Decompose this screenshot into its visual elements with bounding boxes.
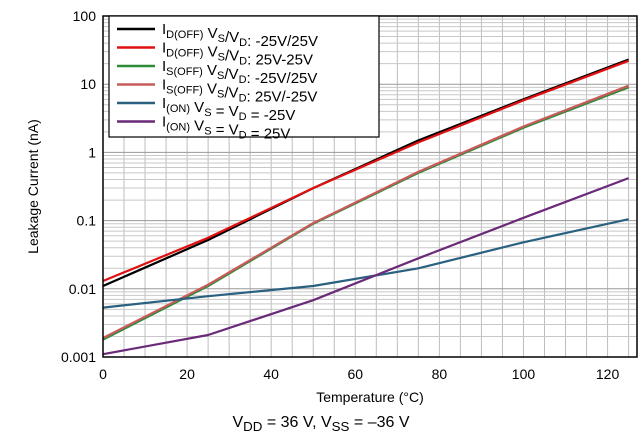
caption-mid: = 36 V, V — [262, 414, 332, 431]
y-tick-label: 0.1 — [77, 213, 97, 229]
series-line-2 — [102, 59, 629, 283]
x-tick-label: 80 — [432, 366, 448, 382]
legend-entry: ID(OFF) VS/VD: -25V/25V — [162, 21, 318, 50]
y-axis-label: Leakage Current (nA) — [25, 119, 41, 254]
y-tick-labels: 0.001 0.01 0.1 1 10 100 — [61, 8, 96, 365]
series-line-6 — [102, 177, 629, 356]
caption-vss-sub: SS — [331, 419, 350, 435]
x-tick-label: 20 — [179, 366, 195, 382]
x-tick-label: 120 — [596, 366, 620, 382]
legend-entry: IS(OFF) VS/VD: 25V/-25V — [162, 77, 317, 106]
y-tick-label: 1 — [88, 144, 96, 160]
x-tick-labels: 0 20 40 60 80 100 120 — [99, 366, 619, 382]
x-tick-label: 40 — [263, 366, 279, 382]
y-tick-label: 100 — [73, 8, 97, 24]
caption-tail: = –36 V — [349, 414, 410, 431]
series-lines — [102, 58, 629, 356]
legend-entry: I(ON) VS = VD = 25V — [162, 114, 290, 143]
y-tick-label: 10 — [80, 76, 96, 92]
x-tick-label: 0 — [99, 366, 107, 382]
y-tick-label: 0.001 — [61, 349, 96, 365]
caption-vdd: V — [232, 414, 244, 431]
legend-entry: ID(OFF) VS/VD: 25V-25V — [162, 40, 313, 69]
caption-vdd-sub: DD — [243, 419, 263, 435]
legend-entry: I(ON) VS = VD = -25V — [162, 95, 295, 124]
series-line-5 — [102, 218, 629, 309]
x-axis-label: Temperature (°C) — [316, 389, 424, 405]
leakage-chart: 0 20 40 60 80 100 120 0.001 0.01 0.1 1 10 100 Tempe… — [25, 8, 638, 405]
x-tick-label: 100 — [512, 366, 536, 382]
legend-box — [108, 15, 380, 138]
conditions-caption: VDD = 36 V, VSS = –36 V — [0, 414, 642, 434]
series-line-4 — [102, 84, 629, 339]
x-tick-label: 60 — [347, 366, 363, 382]
y-tick-label: 0.01 — [69, 281, 96, 297]
legend-entry: IS(OFF) VS/VD: -25V/25V — [162, 58, 317, 87]
